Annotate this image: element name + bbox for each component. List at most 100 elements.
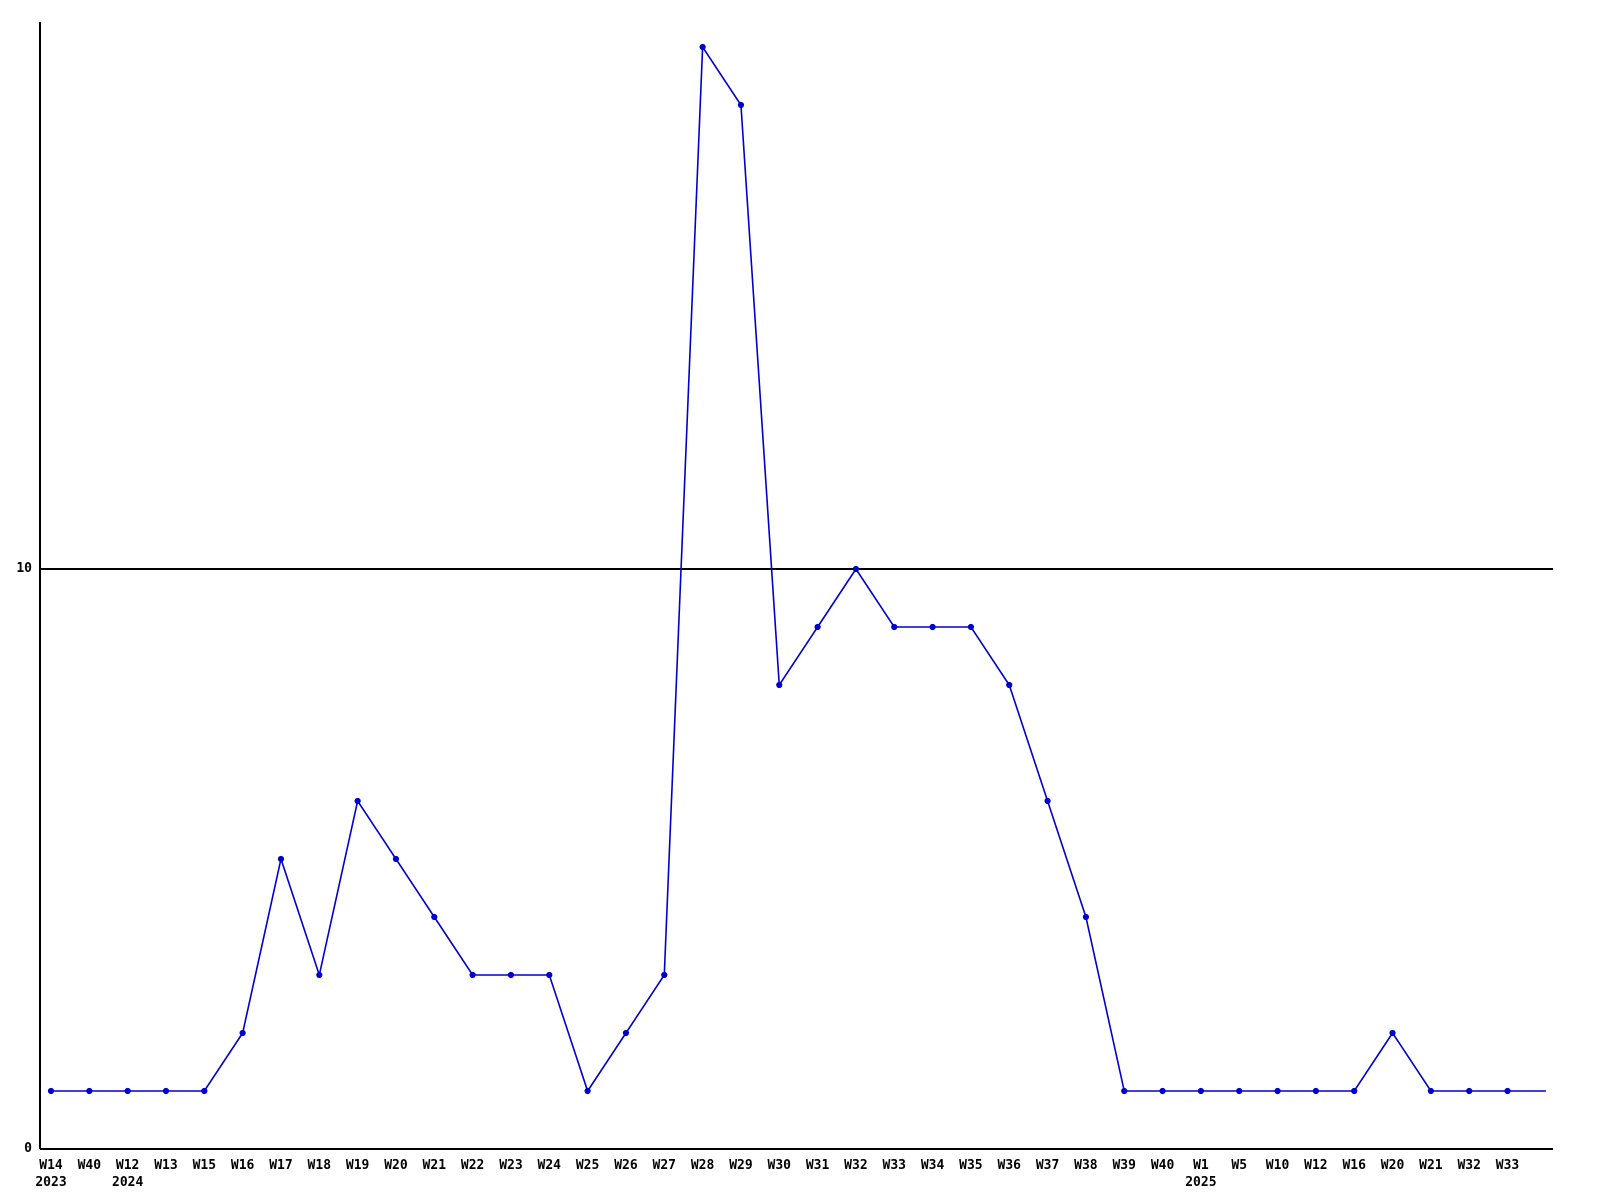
x-tick-label: W38 — [1061, 1157, 1111, 1174]
x-tick-week: W33 — [882, 1158, 906, 1173]
x-tick-week: W39 — [1112, 1158, 1136, 1173]
x-tick-week: W36 — [997, 1158, 1021, 1173]
x-tick-label: W19 — [333, 1157, 383, 1174]
x-tick-label: W16 — [218, 1157, 268, 1174]
x-tick-label: W13 — [141, 1157, 191, 1174]
x-tick-week: W13 — [154, 1158, 178, 1173]
data-point — [1044, 797, 1051, 805]
x-tick-year: 2024 — [112, 1175, 144, 1190]
data-point — [1236, 1087, 1243, 1095]
x-tick-label: W17 — [256, 1157, 306, 1174]
x-tick-week: W10 — [1265, 1158, 1290, 1173]
x-tick-week: W17 — [269, 1158, 293, 1173]
x-tick-label: W33 — [869, 1157, 919, 1174]
x-tick-week: W26 — [614, 1158, 638, 1173]
series-line — [51, 44, 1546, 1093]
data-point — [546, 971, 553, 979]
x-tick-label: W20 — [1368, 1157, 1418, 1174]
x-tick-week: W15 — [192, 1158, 217, 1173]
data-point — [124, 1087, 131, 1095]
x-tick-label: W14 2023 — [26, 1157, 76, 1191]
x-tick-week: W29 — [729, 1158, 753, 1173]
x-tick-label: W33 — [1483, 1157, 1533, 1174]
x-tick-week: W21 — [1419, 1158, 1443, 1173]
data-point — [1121, 1087, 1128, 1095]
x-tick-week: W40 — [1150, 1158, 1175, 1173]
x-tick-label: W27 — [639, 1157, 689, 1174]
data-point — [1312, 1087, 1319, 1095]
x-tick-week: W32 — [844, 1158, 868, 1173]
x-tick-week: W20 — [1380, 1158, 1405, 1173]
data-point — [162, 1087, 170, 1095]
x-tick-week: W23 — [499, 1158, 523, 1173]
x-tick-label: W5 — [1214, 1157, 1264, 1174]
data-point — [929, 623, 936, 631]
data-point — [852, 565, 860, 573]
x-tick-week: W35 — [959, 1158, 983, 1173]
data-point — [1274, 1087, 1281, 1095]
x-tick-label: W15 — [179, 1157, 229, 1174]
x-tick-label: W31 — [793, 1157, 843, 1174]
x-tick-label: W24 — [524, 1157, 574, 1174]
data-point — [392, 855, 400, 863]
data-point — [1159, 1087, 1166, 1095]
data-point — [622, 1029, 630, 1037]
data-point-markers — [47, 43, 1511, 1095]
x-tick-label: W1 2025 — [1176, 1157, 1226, 1191]
data-point — [584, 1087, 591, 1095]
x-tick-week: W32 — [1457, 1158, 1481, 1173]
x-tick-week: W20 — [384, 1158, 408, 1173]
data-point — [814, 623, 821, 631]
x-tick-year: 2023 — [35, 1175, 67, 1190]
x-tick-label: W40 — [1138, 1157, 1188, 1174]
x-tick-week: W21 — [422, 1158, 447, 1173]
data-point — [967, 623, 975, 631]
x-tick-week: W5 — [1231, 1158, 1248, 1173]
x-tick-label: W18 — [294, 1157, 344, 1174]
x-tick-week: W16 — [1342, 1158, 1366, 1173]
x-tick-week: W16 — [230, 1158, 255, 1173]
x-tick-week: W40 — [77, 1158, 102, 1173]
x-tick-week: W14 — [39, 1158, 63, 1173]
data-point — [1351, 1087, 1358, 1095]
data-point — [1082, 913, 1090, 921]
x-tick-label: W39 — [1099, 1157, 1149, 1174]
data-point — [1427, 1087, 1434, 1095]
x-tick-label: W12 2024 — [103, 1157, 153, 1191]
data-series-group — [51, 44, 1546, 1093]
x-tick-week: W25 — [575, 1158, 600, 1173]
data-point — [239, 1029, 246, 1037]
axes-group — [39, 22, 1553, 1150]
x-tick-week: W24 — [537, 1158, 562, 1173]
x-tick-label: W32 — [831, 1157, 881, 1174]
x-tick-week: W18 — [307, 1158, 332, 1173]
x-tick-label: W40 — [64, 1157, 114, 1174]
data-point — [891, 623, 898, 631]
y-tick-label: 0 — [24, 1141, 32, 1156]
x-tick-week: W19 — [345, 1158, 370, 1173]
x-tick-week: W31 — [805, 1158, 830, 1173]
x-tick-label: W32 — [1444, 1157, 1494, 1174]
data-point — [507, 971, 515, 979]
x-tick-label: W29 — [716, 1157, 766, 1174]
data-point — [47, 1087, 55, 1095]
x-tick-label: W16 — [1329, 1157, 1379, 1174]
x-tick-label: W20 — [371, 1157, 421, 1174]
x-tick-week: W37 — [1035, 1158, 1060, 1173]
data-point — [776, 681, 783, 689]
data-point — [737, 101, 745, 109]
x-tick-week: W12 — [1304, 1158, 1328, 1173]
data-point — [469, 971, 476, 979]
x-tick-label: W23 — [486, 1157, 536, 1174]
data-point — [661, 971, 668, 979]
x-tick-label: W25 — [563, 1157, 613, 1174]
x-tick-label: W26 — [601, 1157, 651, 1174]
x-tick-label: W21 — [409, 1157, 459, 1174]
x-tick-label: W10 — [1253, 1157, 1303, 1174]
data-point — [1197, 1087, 1205, 1095]
data-point — [86, 1087, 93, 1095]
x-tick-week: W34 — [920, 1158, 945, 1173]
x-tick-week: W38 — [1074, 1158, 1098, 1173]
